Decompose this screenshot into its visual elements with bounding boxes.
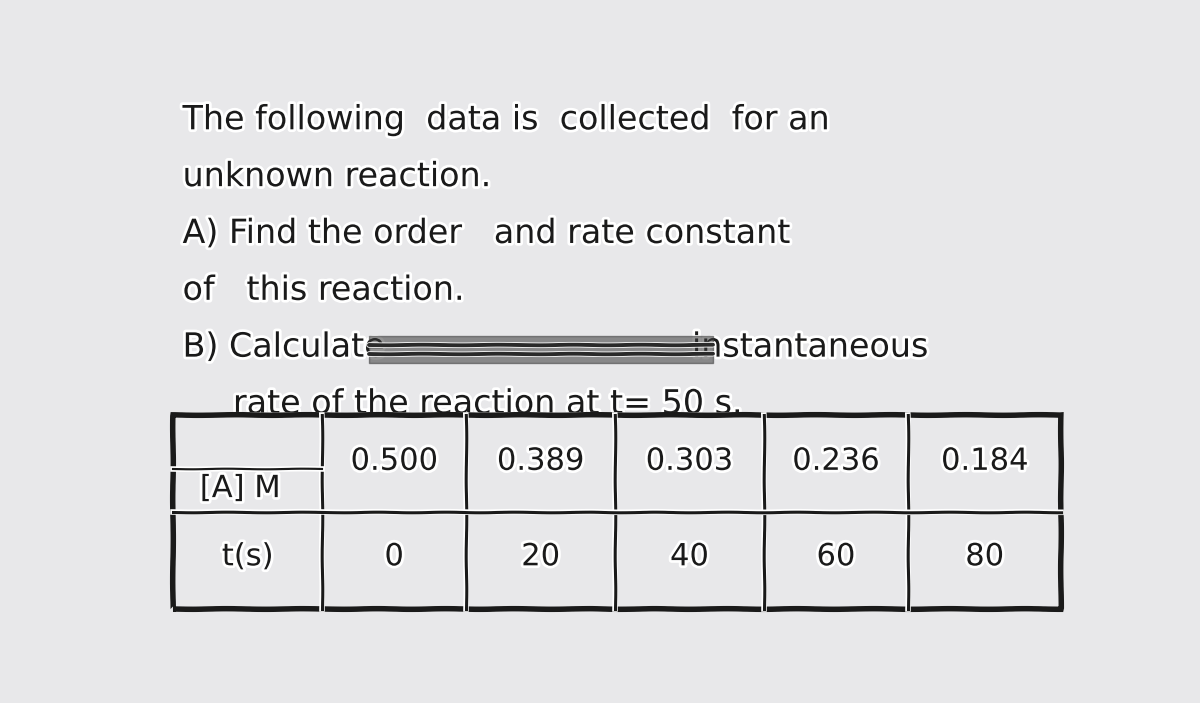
Text: B) Calculate                             instantaneous: B) Calculate instantaneous — [182, 330, 929, 363]
Text: [A] M: [A] M — [200, 474, 281, 503]
Text: rate of the reaction at t= 50 s.: rate of the reaction at t= 50 s. — [202, 387, 743, 420]
Text: t(s): t(s) — [222, 542, 274, 572]
Text: 0.389: 0.389 — [497, 447, 584, 476]
Text: 40: 40 — [670, 542, 709, 572]
Text: A) Find the order   and rate constant: A) Find the order and rate constant — [182, 217, 791, 250]
Bar — [173, 415, 1062, 610]
Text: 60: 60 — [816, 542, 856, 572]
Text: 0.303: 0.303 — [646, 447, 733, 476]
Text: 80: 80 — [965, 542, 1004, 572]
Text: 0.236: 0.236 — [792, 447, 880, 476]
Text: unknown reaction.: unknown reaction. — [182, 160, 492, 193]
Text: of   this reaction.: of this reaction. — [182, 274, 464, 307]
Text: 0: 0 — [384, 542, 404, 572]
Text: 20: 20 — [521, 542, 560, 572]
Text: 0.184: 0.184 — [941, 447, 1028, 476]
Text: 0.500: 0.500 — [350, 447, 438, 476]
Text: The following  data is  collected  for an: The following data is collected for an — [182, 103, 830, 136]
